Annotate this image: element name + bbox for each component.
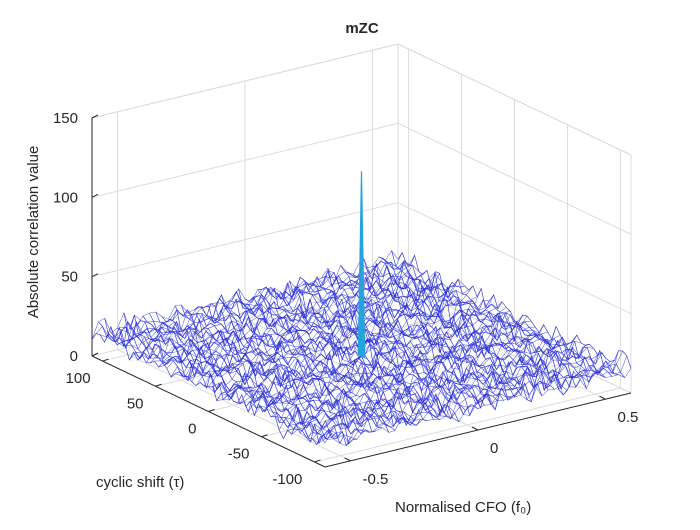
mesh-column	[324, 368, 632, 444]
x-tick	[102, 358, 109, 362]
mesh-column	[200, 307, 507, 389]
mesh-column	[175, 288, 482, 381]
box-edge	[91, 43, 399, 119]
mesh-column	[129, 271, 436, 361]
y-tick-label: -0.5	[363, 471, 389, 488]
mesh-column	[224, 315, 532, 399]
mesh-column	[220, 315, 528, 399]
y-axis-label: Normalised CFO (f₀)	[395, 499, 531, 516]
mesh-column	[166, 285, 474, 369]
mesh-column	[125, 274, 432, 350]
grid-line	[314, 387, 621, 463]
mesh-column	[237, 322, 544, 404]
mesh-column	[191, 303, 499, 383]
mesh-column	[133, 273, 440, 360]
z-axis-label: Absolute correlation value	[25, 146, 42, 319]
mesh-column	[170, 296, 478, 378]
x-tick	[155, 383, 162, 387]
mesh-column	[162, 289, 469, 368]
y-tick-label: 0	[490, 440, 498, 457]
mesh-column	[275, 341, 582, 428]
x-tick	[314, 459, 321, 463]
mesh-column	[204, 310, 511, 392]
z-tick-label: 0	[70, 348, 78, 365]
peak-spike	[357, 171, 366, 359]
grid	[91, 43, 632, 463]
mesh-column	[258, 338, 565, 413]
mesh-column	[112, 264, 419, 349]
mesh-column	[179, 300, 486, 377]
x-tick	[261, 434, 268, 438]
tick-labels: 0 50 100 150 100 50 0 -50 -100 -0.5 0 0.5	[53, 110, 638, 488]
mesh-column	[137, 281, 444, 361]
y-tick	[344, 457, 351, 462]
mesh-row	[372, 261, 606, 378]
mesh-column	[158, 278, 465, 368]
mesh-column	[154, 283, 461, 365]
mesh-column	[266, 337, 573, 424]
mesh-column	[254, 335, 561, 416]
x-tick-label: -100	[272, 471, 302, 488]
mesh-column	[212, 312, 519, 392]
z-tick	[91, 114, 99, 119]
z-tick	[91, 193, 99, 198]
y-tick	[599, 395, 606, 400]
x-tick-label: 100	[66, 370, 91, 387]
surface-mesh	[91, 171, 632, 447]
mesh-column	[229, 320, 536, 403]
x-tick-label: -50	[228, 446, 250, 463]
mesh-column	[249, 326, 557, 409]
box-edge	[397, 43, 632, 156]
mesh-column	[95, 252, 403, 338]
mesh-column	[308, 360, 615, 439]
mesh-column	[241, 331, 548, 413]
z-tick-label: 150	[53, 110, 78, 127]
x-axis-label: cyclic shift (τ)	[96, 474, 184, 491]
mesh-column	[287, 347, 594, 431]
mesh-column	[91, 250, 399, 340]
mesh-column	[183, 298, 490, 378]
z-tick-label: 100	[53, 189, 78, 206]
mesh-column	[312, 350, 619, 444]
mesh-column	[150, 284, 457, 364]
mesh-column	[245, 332, 553, 407]
z-tick	[91, 273, 99, 278]
x-tick-label: 0	[188, 421, 196, 438]
x-tick	[208, 409, 215, 412]
mesh-column	[233, 325, 540, 405]
chart-title: mZC	[345, 20, 379, 37]
mesh-column	[120, 270, 428, 350]
x-tick-label: 50	[127, 395, 144, 412]
z-tick	[91, 352, 99, 357]
y-tick	[471, 426, 479, 431]
y-tick-label: 0.5	[618, 409, 639, 426]
mesh-column	[116, 261, 424, 345]
axes	[91, 114, 632, 468]
mesh-column	[187, 294, 494, 377]
mesh-column	[278, 345, 586, 431]
z-tick-label: 50	[61, 269, 78, 286]
grid-line	[261, 362, 568, 438]
mesh-column	[291, 346, 598, 435]
mesh-column	[262, 336, 569, 413]
mesh-column	[100, 261, 407, 342]
